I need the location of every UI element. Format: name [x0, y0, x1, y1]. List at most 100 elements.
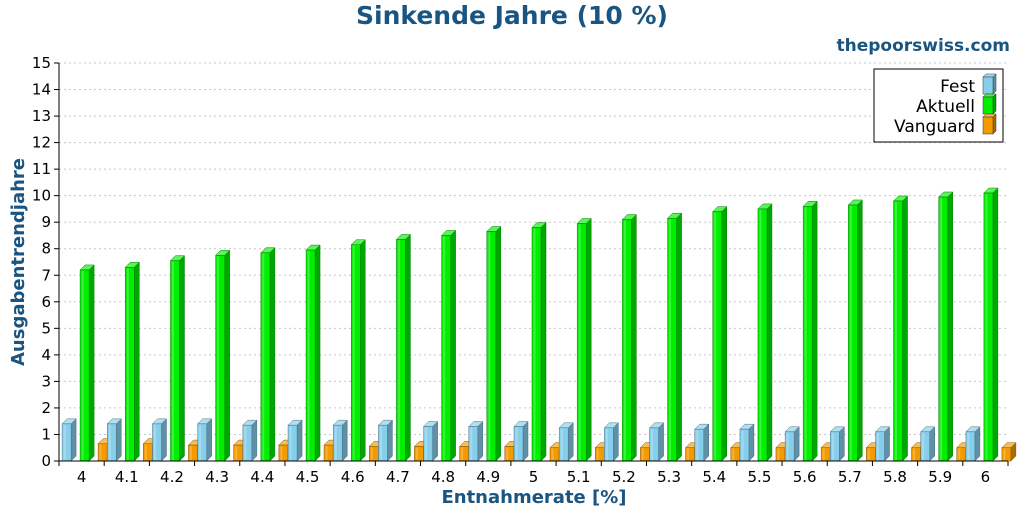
bar-highlight	[153, 424, 156, 460]
bar-front	[242, 424, 253, 462]
y-tick-label: 2	[41, 399, 51, 417]
y-tick-label: 12	[32, 134, 51, 152]
bar-highlight	[687, 448, 690, 460]
bar-front	[712, 211, 723, 462]
bar-side	[703, 423, 710, 462]
bar-front	[278, 444, 289, 462]
bar-highlight	[560, 428, 563, 460]
bar-aktuell	[350, 239, 366, 462]
bar-highlight	[985, 194, 988, 460]
bar-front	[667, 217, 677, 462]
bar-front	[468, 426, 479, 462]
bar-front	[170, 260, 180, 462]
x-tick-label: 5.2	[612, 468, 636, 486]
bar-front	[640, 447, 650, 462]
x-tick-label: 5.5	[748, 468, 772, 486]
bar-highlight	[759, 209, 762, 460]
x-tick-label: 6	[981, 468, 991, 486]
watermark-text: thepoorswiss.com	[837, 36, 1011, 56]
bar-highlight	[415, 447, 418, 460]
bar-highlight	[958, 448, 961, 460]
bar-fest	[61, 418, 77, 462]
bar-side	[251, 419, 258, 462]
bar-highlight	[515, 427, 518, 460]
bar-side	[224, 249, 230, 462]
bar-highlight	[144, 444, 147, 460]
x-tick-label: 4.8	[431, 468, 455, 486]
bar-fest	[513, 420, 529, 462]
bar-side	[766, 203, 773, 462]
bar-front	[757, 208, 768, 462]
y-tick-label: 13	[32, 107, 51, 125]
bar-front	[649, 427, 659, 462]
bar-aktuell	[124, 261, 140, 462]
bar-front	[459, 446, 469, 462]
bar-front	[739, 428, 750, 462]
bar-fest	[377, 419, 394, 462]
x-tick-label: 5.7	[838, 468, 862, 486]
legend-swatch-side	[992, 113, 997, 135]
bar-aktuell	[260, 247, 276, 462]
chart-title: Sinkende Jahre (10 %)	[356, 1, 668, 30]
bar-highlight	[334, 426, 337, 460]
bar-front	[594, 447, 605, 462]
bar-highlight	[804, 207, 807, 460]
bar-aktuell	[712, 205, 728, 462]
bar-fest	[965, 426, 981, 462]
bar-highlight	[533, 228, 536, 460]
bar-highlight	[669, 219, 672, 460]
bar-front	[622, 219, 632, 462]
bar-aktuell	[576, 217, 592, 462]
x-tick-label: 4	[77, 468, 87, 486]
bar-highlight	[217, 256, 220, 460]
bar-front	[1001, 447, 1012, 462]
bar-highlight	[379, 426, 382, 460]
bar-front	[197, 423, 207, 462]
bar-front	[368, 446, 379, 462]
bar-fest	[603, 422, 619, 462]
bar-front	[61, 423, 72, 462]
bar-side	[567, 422, 574, 462]
bar-side	[314, 244, 321, 462]
bar-highlight	[244, 426, 247, 460]
bar-front	[685, 447, 695, 462]
bar-aktuell	[892, 195, 909, 462]
bar-highlight	[488, 232, 491, 460]
bar-side	[206, 418, 212, 462]
bar-highlight	[822, 448, 825, 460]
bar-front	[323, 444, 334, 462]
bar-front	[893, 200, 903, 462]
bar-aktuell	[441, 229, 457, 462]
bar-highlight	[940, 197, 943, 460]
bar-front	[152, 423, 162, 462]
x-tick-label: 4.4	[250, 468, 274, 486]
bar-aktuell	[395, 233, 412, 462]
bar-highlight	[171, 261, 174, 460]
bar-front	[730, 447, 741, 462]
bar-highlight	[777, 448, 780, 460]
bar-aktuell	[621, 213, 637, 462]
bar-highlight	[714, 212, 717, 460]
bar-front	[920, 431, 930, 462]
bar-side	[269, 247, 276, 462]
bar-aktuell	[531, 221, 547, 462]
bar-front	[504, 446, 515, 462]
bar-front	[305, 249, 316, 462]
bar-side	[902, 195, 908, 462]
bar-highlight	[199, 424, 202, 460]
bar-aktuell	[757, 203, 773, 462]
bar-side	[116, 418, 122, 462]
bar-highlight	[81, 270, 84, 460]
bar-aktuell	[486, 225, 502, 462]
bar-highlight	[877, 432, 880, 460]
bar-side	[631, 213, 637, 462]
bar-aktuell	[169, 255, 186, 462]
bar-fest	[151, 418, 168, 462]
bar-highlight	[235, 446, 238, 460]
bar-aktuell	[847, 199, 863, 462]
x-tick-label: 5.1	[567, 468, 591, 486]
bar-highlight	[741, 430, 744, 460]
y-tick-label: 7	[41, 266, 51, 284]
x-tick-label: 5.4	[702, 468, 726, 486]
